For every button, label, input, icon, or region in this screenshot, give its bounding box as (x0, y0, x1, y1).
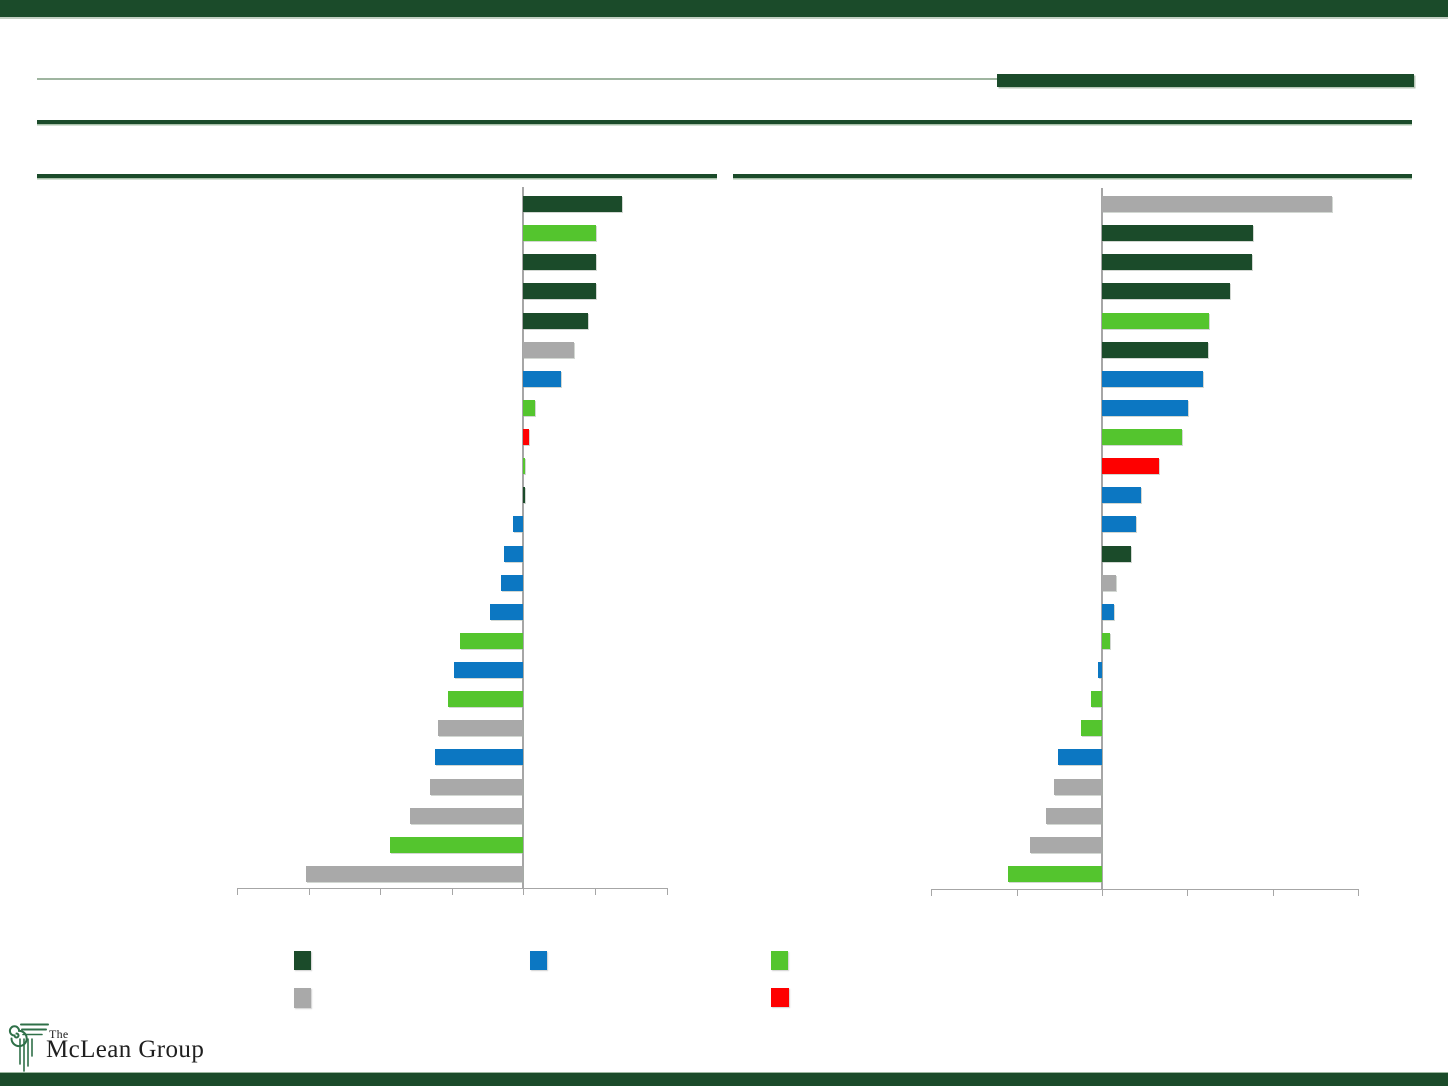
axis-tick (667, 888, 669, 895)
bar (1008, 865, 1102, 882)
bar (1102, 516, 1136, 533)
legend-swatch-brand_dark_green (294, 951, 311, 970)
bar (523, 341, 574, 358)
bar (1102, 545, 1132, 562)
zero-axis-line (1101, 188, 1103, 889)
bar (1102, 341, 1208, 358)
top-banner (0, 0, 1448, 19)
bar (523, 196, 622, 212)
bar (460, 632, 523, 649)
bar (435, 749, 523, 766)
axis-tick (237, 888, 239, 895)
header-title-underline (37, 78, 997, 80)
logo-prefix-text: The (49, 1027, 69, 1041)
logo-name-text: McLean Group (46, 1036, 205, 1063)
axis-tick (595, 888, 597, 895)
bar (500, 574, 523, 591)
bar (1058, 749, 1102, 766)
bar (1102, 399, 1188, 416)
bar (1102, 254, 1252, 271)
bar (523, 254, 596, 271)
bar (504, 545, 523, 562)
bar (523, 312, 588, 329)
bar (523, 458, 525, 475)
bar (437, 720, 523, 737)
bar (1102, 458, 1160, 475)
axis-tick (1017, 889, 1019, 896)
section-underline-right (733, 174, 1412, 178)
bar (1102, 370, 1204, 387)
bar (523, 283, 596, 300)
bar (512, 516, 523, 533)
bar (490, 603, 523, 620)
bar (523, 370, 561, 387)
axis-tick (452, 888, 454, 895)
bar (430, 778, 523, 795)
axis-tick (1273, 889, 1275, 896)
legend-swatch-red (771, 988, 789, 1007)
axis-tick (523, 888, 525, 895)
bar (1097, 662, 1102, 679)
bar (1090, 691, 1102, 708)
bar (1102, 429, 1182, 446)
bar (1053, 778, 1102, 795)
axis-tick (380, 888, 382, 895)
bar (306, 865, 523, 882)
bar (1102, 487, 1142, 504)
title-rule (37, 120, 1412, 124)
x-axis-line (931, 889, 1359, 891)
bar (1045, 807, 1102, 824)
bar (409, 807, 523, 824)
bar (523, 399, 535, 416)
bar (1102, 574, 1116, 591)
bar (1102, 603, 1115, 620)
bar (523, 429, 529, 446)
zero-axis-line (522, 187, 524, 888)
legend-swatch-gray (294, 988, 311, 1008)
bar (390, 836, 523, 853)
bar (1080, 720, 1102, 737)
mclean-group-logo: The McLean Group (4, 1010, 284, 1072)
legend-swatch-blue (530, 951, 547, 970)
bar (523, 225, 596, 242)
footer-bar (0, 1072, 1448, 1086)
axis-tick (309, 888, 311, 895)
bar (453, 662, 523, 679)
bar (1102, 283, 1230, 300)
bar (448, 691, 523, 708)
legend-swatch-bright_green (771, 951, 788, 970)
bar (1102, 196, 1332, 212)
axis-tick (1102, 889, 1104, 896)
column-icon (8, 1023, 49, 1072)
bar (1030, 836, 1102, 853)
header-accent-box (997, 74, 1414, 87)
section-underline-left (37, 174, 717, 178)
bar (523, 487, 525, 504)
axis-tick (931, 889, 933, 896)
bar (1102, 225, 1253, 242)
bar (1102, 312, 1209, 329)
bar (1102, 632, 1110, 649)
axis-tick (1358, 889, 1360, 896)
axis-tick (1187, 889, 1189, 896)
